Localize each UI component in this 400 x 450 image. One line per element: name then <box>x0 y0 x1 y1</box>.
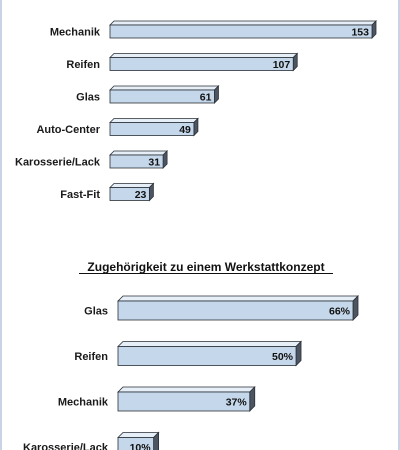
bar-top-glas <box>117 295 359 302</box>
bar-top-fast-fit <box>109 183 155 188</box>
bar-fast-fit <box>109 187 150 201</box>
value-label-glas: 66% <box>329 306 351 318</box>
bar-karosserie-lack <box>109 154 164 169</box>
chart-2-werkstattkonzept: Glas 66% Reifen 50% Mechanik 37% Karosserie/La… <box>23 295 359 450</box>
bar-top-karosserie-lack <box>117 432 160 438</box>
category-label-mechanik: Mechanik <box>50 27 101 39</box>
bar-top-karosserie-lack <box>109 150 169 156</box>
bar-glas <box>117 300 354 321</box>
category-label-karosserie-lack: Karosserie/Lack <box>15 157 101 169</box>
value-label-fast-fit: 23 <box>135 189 147 201</box>
value-label-reifen: 50% <box>272 351 294 363</box>
value-label-reifen: 107 <box>273 59 291 71</box>
bar-auto-center <box>109 122 195 136</box>
category-label-glas: Glas <box>84 306 108 318</box>
bar-top-reifen <box>109 53 299 58</box>
chart-2-title: Zugehörigkeit zu einem Werkstattkonzept <box>87 260 324 274</box>
bar-glas <box>109 89 215 104</box>
category-label-auto-center: Auto-Center <box>36 124 100 136</box>
value-label-karosserie-lack: 31 <box>148 157 160 169</box>
category-label-mechanik: Mechanik <box>58 397 109 409</box>
bar-side-karosserie-lack <box>153 431 160 450</box>
category-label-reifen: Reifen <box>74 351 108 363</box>
bar-top-mechanik <box>117 386 256 393</box>
chart-1-werkstatt-counts: Mechanik 153 Reifen 107 Glas 61 Auto-Center 49 K… <box>15 20 377 202</box>
bar-top-auto-center <box>109 118 199 123</box>
bar-karosserie-lack <box>117 437 155 450</box>
bar-reifen <box>109 57 294 71</box>
category-label-karosserie-lack: Karosserie/Lack <box>23 442 109 450</box>
bar-top-reifen <box>117 341 302 347</box>
value-label-mechanik: 153 <box>351 27 369 39</box>
bar-top-mechanik <box>109 20 377 26</box>
bar-mechanik <box>109 24 373 39</box>
value-label-karosserie-lack: 10% <box>130 442 152 450</box>
bar-top-glas <box>109 85 220 91</box>
category-label-glas: Glas <box>76 92 100 104</box>
bar-mechanik <box>117 391 251 412</box>
bar-reifen <box>117 346 297 366</box>
value-label-mechanik: 37% <box>226 397 248 409</box>
value-label-auto-center: 49 <box>179 124 191 136</box>
value-label-glas: 61 <box>200 92 212 104</box>
category-label-reifen: Reifen <box>66 59 100 71</box>
category-label-fast-fit: Fast-Fit <box>60 189 100 201</box>
